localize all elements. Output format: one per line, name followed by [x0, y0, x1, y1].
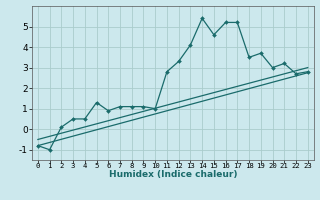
X-axis label: Humidex (Indice chaleur): Humidex (Indice chaleur): [108, 170, 237, 179]
